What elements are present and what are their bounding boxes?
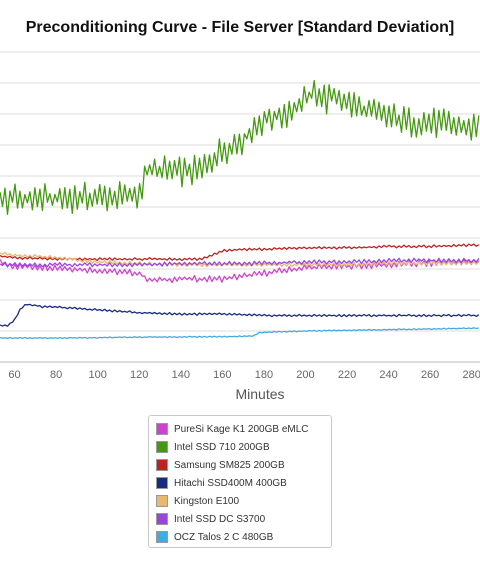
chart-title: Preconditioning Curve - File Server [Sta…: [25, 19, 455, 36]
series-line: [0, 79, 480, 215]
x-tick-label: 220: [338, 369, 356, 381]
x-tick-label: 100: [88, 369, 106, 381]
legend-label: OCZ Talos 2 C 480GB: [174, 531, 274, 543]
legend: PureSi Kage K1 200GB eMLC Intel SSD 710 …: [148, 415, 332, 548]
legend-item[interactable]: Intel SSD 710 200GB: [149, 438, 331, 456]
series-line: [0, 327, 479, 340]
x-tick-label: 240: [379, 369, 397, 381]
legend-label: PureSi Kage K1 200GB eMLC: [174, 423, 309, 435]
legend-item[interactable]: Samsung SM825 200GB: [149, 456, 331, 474]
legend-label: Intel SSD DC S3700: [174, 513, 266, 525]
legend-swatch: [156, 441, 168, 453]
legend-swatch: [156, 495, 168, 507]
legend-label: Hitachi SSD400M 400GB: [174, 477, 287, 489]
legend-label: Intel SSD 710 200GB: [174, 441, 270, 453]
x-tick-label: 120: [130, 369, 148, 381]
x-axis-label: Minutes: [235, 386, 285, 402]
chart-canvas: 60 80 100 120 140 160 180 200 220 240 260 280: [0, 51, 480, 381]
legend-label: Samsung SM825 200GB: [174, 459, 285, 471]
x-tick-label: 160: [213, 369, 231, 381]
x-tick-label: 80: [50, 369, 62, 381]
x-tick-label: 200: [296, 369, 314, 381]
legend-label: Kingston E100: [174, 495, 240, 507]
legend-swatch: [156, 459, 168, 471]
series-line: [0, 251, 480, 268]
x-tick-label: 180: [255, 369, 273, 381]
x-tick-labels: 60 80 100 120 140 160 180 200 220 240 260 280: [8, 369, 480, 381]
x-tick-label: 140: [172, 369, 190, 381]
legend-item[interactable]: Intel SSD DC S3700: [149, 510, 331, 528]
series-line: [0, 243, 480, 262]
legend-swatch: [156, 477, 168, 489]
series-line: [0, 257, 480, 268]
x-tick-label: 280: [463, 369, 480, 381]
legend-item[interactable]: OCZ Talos 2 C 480GB: [149, 528, 331, 546]
series-layer: [0, 79, 480, 340]
series-line: [0, 303, 480, 327]
series-line: [0, 258, 480, 284]
legend-swatch: [156, 531, 168, 543]
x-tick-label: 60: [8, 369, 20, 381]
legend-item[interactable]: Hitachi SSD400M 400GB: [149, 474, 331, 492]
grid-layer: [0, 51, 480, 363]
legend-swatch: [156, 513, 168, 525]
legend-item[interactable]: PureSi Kage K1 200GB eMLC: [149, 420, 331, 438]
legend-swatch: [156, 423, 168, 435]
x-tick-label: 260: [421, 369, 439, 381]
legend-item[interactable]: Kingston E100: [149, 492, 331, 510]
